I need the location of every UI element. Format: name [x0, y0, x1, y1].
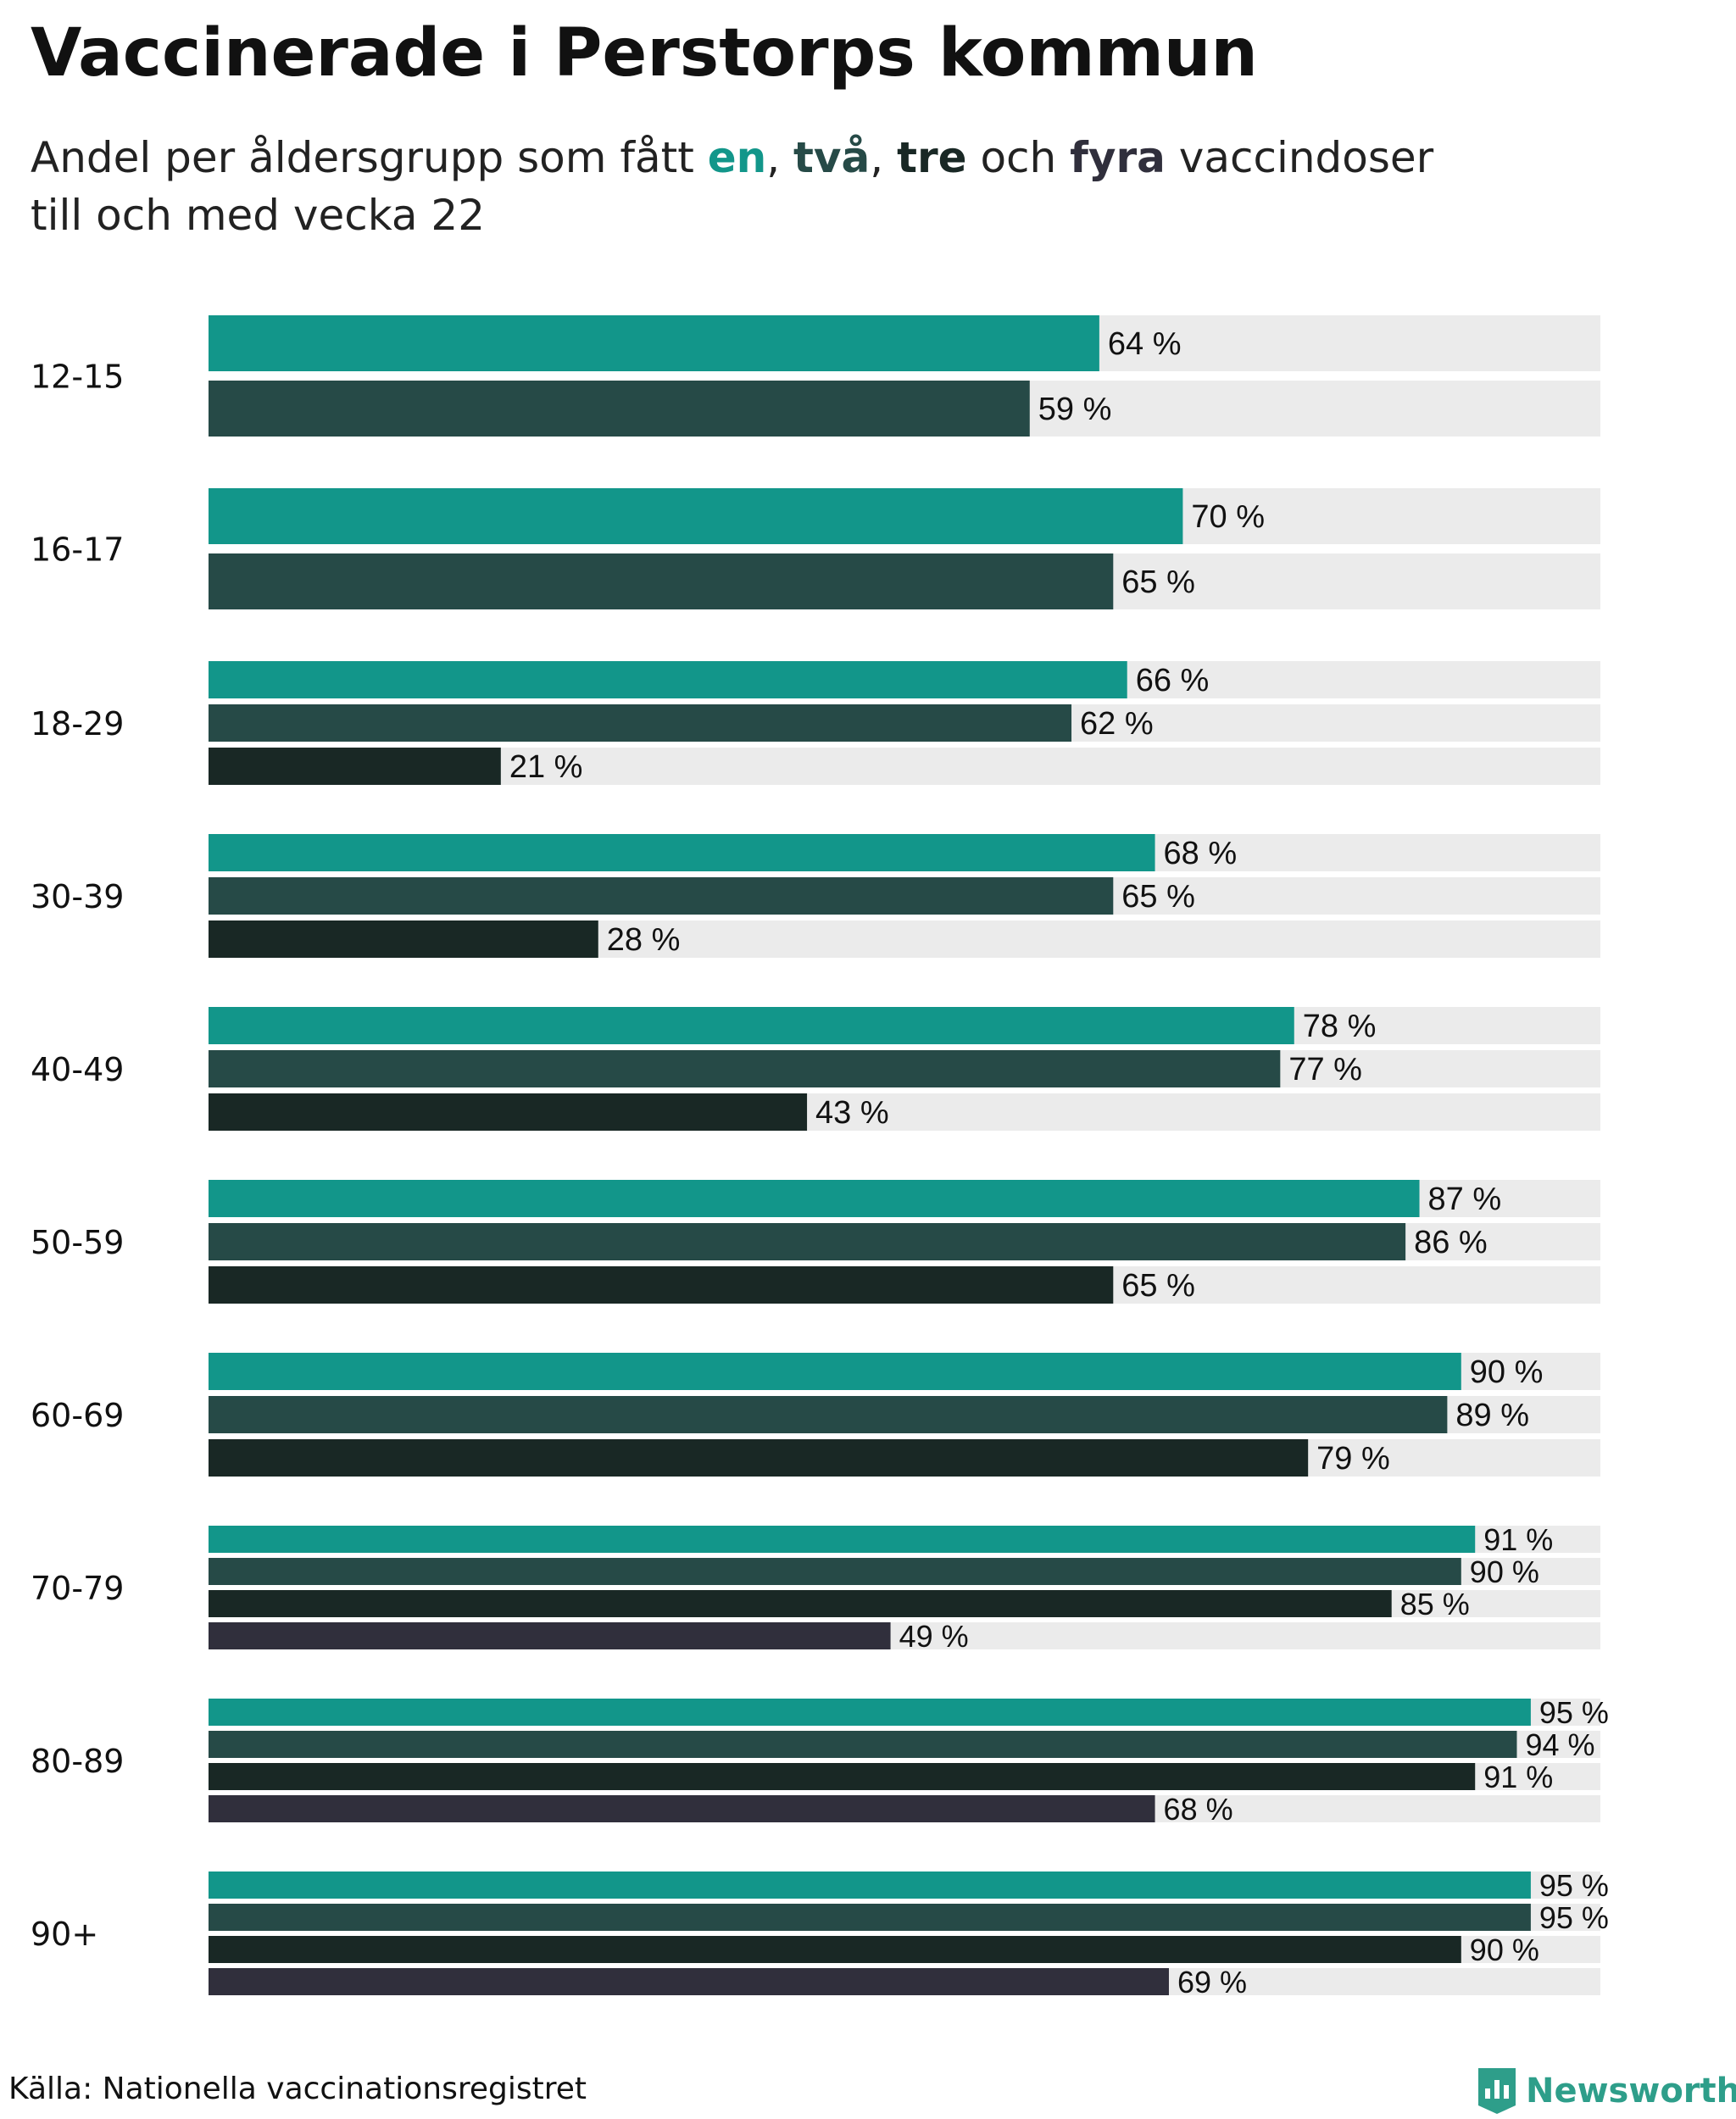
data-label: 21 %	[509, 749, 583, 785]
data-label: 85 %	[1400, 1587, 1470, 1621]
subtitle-separator: och	[966, 133, 1071, 182]
bar-dose-4	[209, 1622, 891, 1649]
bar-dose-3	[209, 1266, 1114, 1304]
data-label: 90 %	[1470, 1933, 1539, 1967]
data-label: 68 %	[1164, 1792, 1233, 1827]
bar-dose-2	[209, 1050, 1281, 1087]
category-label: 80-89	[31, 1743, 124, 1780]
data-label: 89 %	[1455, 1398, 1529, 1433]
bar-dose-2	[209, 704, 1072, 742]
bar-dose-2	[209, 1904, 1531, 1931]
newsworthy-logo-icon	[1478, 2068, 1516, 2114]
data-label: 91 %	[1483, 1522, 1553, 1557]
data-label: 68 %	[1164, 836, 1238, 871]
data-label: 28 %	[607, 922, 681, 958]
data-label: 70 %	[1191, 499, 1265, 535]
data-label: 78 %	[1303, 1009, 1377, 1044]
bar-dose-3	[209, 920, 598, 958]
chart-title: Vaccinerade i Perstorps kommun	[31, 15, 1258, 92]
data-label: 90 %	[1470, 1554, 1539, 1589]
data-label: 65 %	[1121, 1268, 1195, 1304]
category-label: 12-15	[31, 359, 124, 396]
bar-dose-4	[209, 1795, 1155, 1822]
bar-dose-2	[209, 553, 1114, 609]
data-label: 91 %	[1483, 1760, 1553, 1794]
bar-dose-3	[209, 1763, 1476, 1790]
bar-dose-2	[209, 1558, 1461, 1585]
bar-dose-2	[209, 1223, 1406, 1260]
data-label: 87 %	[1428, 1182, 1502, 1217]
brand-name: Newsworthy	[1526, 2072, 1736, 2111]
bar-dose-3	[209, 1439, 1309, 1477]
bar-dose-1	[209, 834, 1155, 871]
data-label: 66 %	[1136, 663, 1210, 698]
data-label: 62 %	[1080, 706, 1154, 742]
dose-word-tva: två	[793, 133, 871, 182]
bar-dose-2	[209, 381, 1030, 437]
bar-dose-1	[209, 1180, 1420, 1217]
bar-dose-2	[209, 1731, 1517, 1758]
dose-word-fyra: fyra	[1070, 133, 1166, 182]
data-label: 95 %	[1539, 1900, 1609, 1935]
bar-dose-1	[209, 488, 1183, 544]
chart-subtitle: Andel per åldersgrupp som fått en, två, …	[31, 129, 1433, 244]
data-label: 95 %	[1539, 1868, 1609, 1903]
data-label: 65 %	[1121, 879, 1195, 915]
data-label: 95 %	[1539, 1695, 1609, 1730]
data-label: 79 %	[1316, 1441, 1390, 1477]
bar-dose-1	[209, 1872, 1531, 1899]
subtitle-line-2: till och med vecka 22	[31, 191, 486, 240]
subtitle-separator: ,	[870, 133, 898, 182]
category-label: 60-69	[31, 1397, 124, 1434]
dose-word-tre: tre	[897, 133, 967, 182]
data-label: 94 %	[1525, 1727, 1594, 1762]
category-label: 18-29	[31, 705, 124, 742]
subtitle-separator: ,	[766, 133, 794, 182]
category-label: 16-17	[31, 531, 124, 569]
category-label: 40-49	[31, 1051, 124, 1088]
bar-chart: 12-15 64 % 59 % 16-17 70 % 65 % 18-29 66 % 62 % 2…	[31, 315, 1609, 1999]
bar-dose-2	[209, 1396, 1448, 1433]
source-note: Källa: Nationella vaccinationsregistret	[8, 2072, 587, 2106]
dose-word-en: en	[707, 133, 767, 182]
bar-dose-1	[209, 1007, 1294, 1044]
bar-dose-1	[209, 1353, 1461, 1390]
data-label: 86 %	[1414, 1225, 1488, 1260]
category-label: 30-39	[31, 878, 124, 915]
category-label: 70-79	[31, 1570, 124, 1607]
data-label: 77 %	[1288, 1052, 1362, 1087]
data-label: 90 %	[1470, 1354, 1544, 1390]
bar-dose-2	[209, 877, 1114, 915]
bar-dose-3	[209, 1936, 1461, 1963]
data-label: 65 %	[1121, 565, 1195, 600]
subtitle-suffix: vaccindoser	[1165, 133, 1434, 182]
bar-dose-3	[209, 1093, 808, 1131]
data-label: 59 %	[1038, 392, 1112, 427]
brand-logo: Newsworthy	[1478, 2063, 1736, 2119]
data-label: 43 %	[815, 1095, 889, 1131]
bar-dose-4	[209, 1968, 1169, 1995]
bar-dose-1	[209, 661, 1127, 698]
bar-dose-1	[209, 1699, 1531, 1726]
data-label: 49 %	[899, 1619, 969, 1654]
subtitle-prefix: Andel per åldersgrupp som fått	[31, 133, 708, 182]
data-label: 64 %	[1108, 326, 1182, 362]
bar-dose-1	[209, 1526, 1476, 1553]
bar-dose-3	[209, 748, 501, 785]
data-label: 69 %	[1177, 1965, 1247, 1999]
category-label: 90+	[31, 1916, 98, 1953]
bar-dose-3	[209, 1590, 1392, 1617]
category-label: 50-59	[31, 1224, 124, 1261]
bar-dose-1	[209, 315, 1099, 371]
subtitle-line-1: Andel per åldersgrupp som fått en, två, …	[31, 129, 1433, 186]
